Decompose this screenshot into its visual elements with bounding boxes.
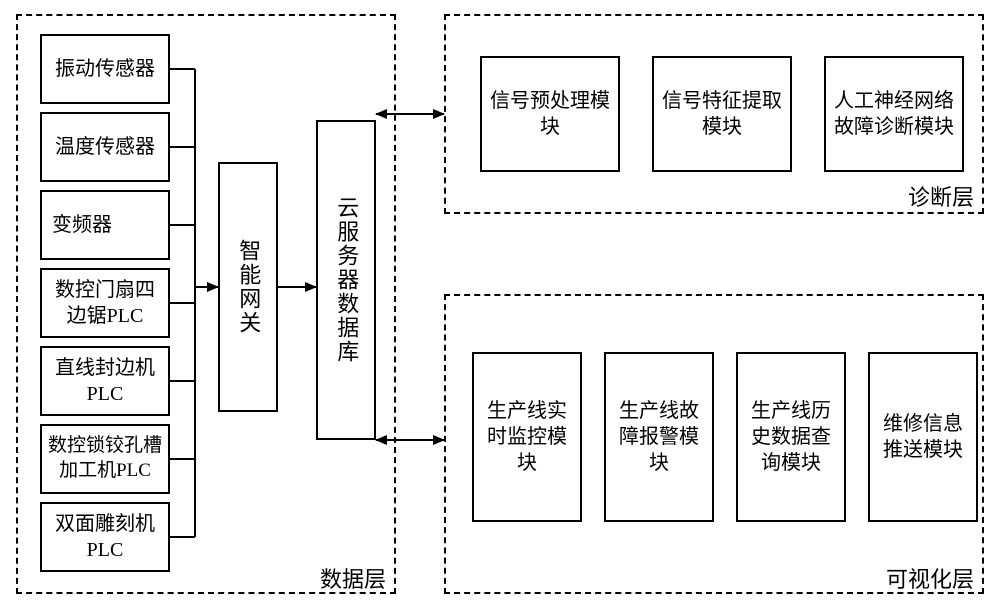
cloud-server-db: 云服务器数据库 (316, 120, 376, 440)
source-temperature-sensor: 温度传感器 (40, 112, 170, 182)
source-inverter: 变频器 (40, 190, 170, 260)
source-vibration-sensor: 振动传感器 (40, 34, 170, 104)
signal-preprocess-module: 信号预处理模块 (480, 56, 620, 172)
source-edge-bander-plc: 直线封边机PLC (40, 346, 170, 416)
source-door-saw-plc: 数控门扇四边锯PLC (40, 268, 170, 338)
visualization-layer-label: 可视化层 (886, 562, 974, 594)
source-engraver-plc: 双面雕刻机PLC (40, 502, 170, 572)
diagnosis-layer-label: 诊断层 (908, 180, 974, 212)
maintenance-push-module: 维修信息推送模块 (868, 352, 978, 522)
fault-alarm-module: 生产线故障报警模块 (604, 352, 714, 522)
ann-fault-diagnosis-module: 人工神经网络故障诊断模块 (824, 56, 964, 172)
intelligent-gateway: 智能网关 (218, 162, 278, 412)
source-lock-hinge-plc: 数控锁铰孔槽加工机PLC (40, 424, 170, 494)
realtime-monitor-module: 生产线实时监控模块 (472, 352, 582, 522)
signal-feature-module: 信号特征提取模块 (652, 56, 792, 172)
cloud-server-db-label: 云服务器数据库 (332, 196, 361, 364)
data-layer-label: 数据层 (320, 562, 386, 594)
intelligent-gateway-label: 智能网关 (234, 239, 263, 335)
history-query-module: 生产线历史数据查询模块 (736, 352, 846, 522)
